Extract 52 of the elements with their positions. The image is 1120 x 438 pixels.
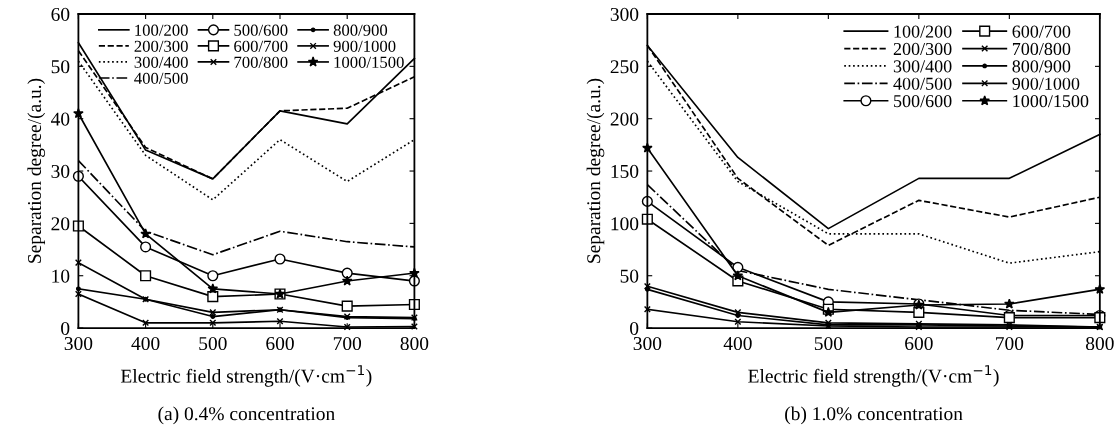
legend-label: 800/900 (1012, 60, 1071, 73)
legend-label: 1000/1500 (1013, 95, 1089, 108)
x-tick-label: 400 (131, 336, 160, 351)
text: (b) 1.0% concentration (785, 406, 963, 425)
legend-label: 400/500 (134, 72, 188, 84)
y-tick-label: 250 (610, 60, 639, 74)
x-tick-label: 300 (633, 336, 662, 351)
legend-label: 1000/1500 (334, 56, 404, 68)
x-tick-label: 600 (905, 336, 933, 351)
x-tick-label: 800 (400, 336, 429, 351)
y-tick-label: 10 (52, 269, 70, 283)
x-tick-label: 500 (814, 336, 843, 351)
legend-label: 500/600 (234, 24, 288, 36)
x-tick-label: 500 (199, 336, 227, 351)
legend-label: 200/300 (134, 40, 188, 52)
x-tick-label: 700 (996, 336, 1024, 351)
legend-label: 700/800 (1012, 42, 1071, 56)
x-tick-label: 700 (333, 336, 362, 351)
legend-label: 100/200 (894, 25, 952, 38)
y-tick-label: 0 (61, 321, 70, 335)
legend-label: 900/1000 (1012, 77, 1080, 90)
legend-label: 600/700 (234, 40, 288, 52)
y-tick-label: 300 (610, 7, 639, 21)
y-axis-title: Separation degree/(a.u.) (27, 78, 46, 263)
legend-label: 300/400 (134, 56, 188, 68)
legend-label: 200/300 (893, 42, 952, 56)
y-tick-label: 100 (611, 217, 639, 231)
y-tick-label: 30 (51, 164, 70, 178)
y-tick-label: 20 (51, 217, 70, 231)
y-tick-label: 60 (51, 7, 70, 21)
legend-label: 600/700 (1012, 25, 1071, 38)
legend-label: 900/1000 (333, 40, 396, 52)
x-tick-label: 300 (64, 336, 93, 351)
x-tick-label: 800 (1086, 336, 1114, 351)
y-tick-label: 40 (51, 112, 70, 126)
y-tick-label: 50 (51, 60, 70, 74)
x-axis-title: Electric field strength/(V·cm$^{−1}$) (120, 365, 372, 387)
legend-label: 100/200 (135, 24, 188, 36)
y-tick-label: 0 (630, 321, 639, 335)
text: (a) 0.4% concentration (158, 406, 335, 425)
legend-label: 300/400 (893, 60, 952, 73)
legend-label: 700/800 (234, 56, 288, 68)
legend-label: 400/500 (893, 77, 952, 90)
y-tick-label: 200 (610, 112, 639, 126)
x-tick-label: 600 (266, 336, 294, 351)
x-tick-label: 400 (723, 336, 752, 351)
legend-label: 800/900 (333, 24, 388, 36)
legend-label: 500/600 (894, 95, 952, 108)
y-tick-label: 150 (611, 164, 639, 178)
x-axis-title: Electric field strength/(V·cm$^{−1}$) (748, 365, 999, 387)
y-tick-label: 50 (620, 269, 639, 283)
y-axis-title: Separation degree/(a.u.) (586, 78, 605, 263)
